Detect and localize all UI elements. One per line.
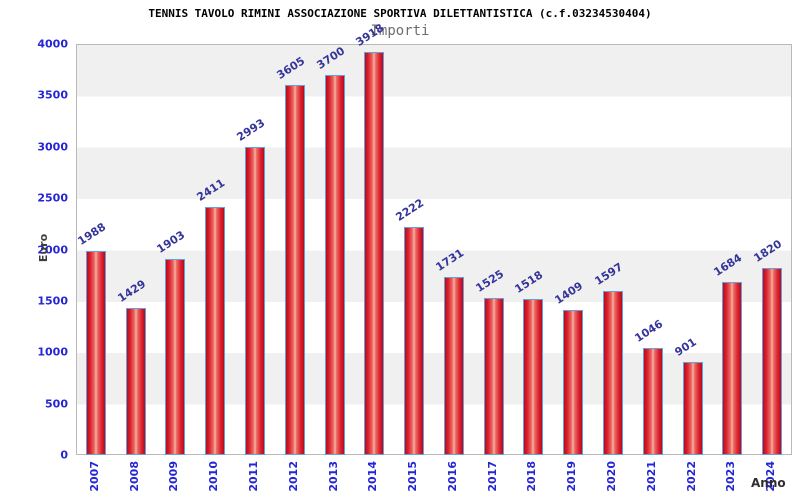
x-tick-label: 2021 [644,461,658,492]
x-tick-label: 2017 [485,461,499,492]
y-tick-label: 3500 [37,88,68,102]
bar [682,362,703,455]
x-tick-label: 2016 [445,461,459,492]
bar [245,147,265,455]
y-tick-label: 1000 [37,345,68,359]
bar [324,74,345,455]
x-tick-label: 2008 [127,461,141,492]
x-tick-label: 2014 [366,461,380,492]
x-tick-label: 2022 [684,461,698,492]
x-tick-label: 2010 [207,461,221,492]
bar [85,250,106,455]
bar [722,281,743,455]
x-tick-label: 2020 [605,461,618,492]
bar [205,207,226,455]
plot-area [76,44,792,455]
x-tick-label: 2011 [247,461,260,492]
bar [642,347,663,455]
x-tick-label: 2009 [167,461,181,492]
y-tick-label: 1500 [37,294,68,308]
x-tick-label: 2007 [87,461,101,492]
x-axis-title: Anno [751,476,786,490]
x-tick-label: 2012 [286,461,300,492]
x-tick-label: 2015 [406,461,420,492]
bar [603,290,623,455]
y-tick-label: 4000 [37,37,68,51]
bar [125,308,146,455]
bar [364,52,385,455]
y-tick-label: 2500 [37,191,68,205]
bar [443,277,464,455]
x-tick-label: 2019 [565,461,579,492]
bar [483,298,504,455]
x-tick-label: 2023 [724,461,738,492]
bar [404,226,425,455]
bar [762,267,783,455]
bar [284,84,305,455]
x-tick-label: 2018 [525,461,539,492]
bar [523,299,544,455]
bar [563,310,584,455]
y-tick-label: 500 [45,397,68,411]
chart-title: TENNIS TAVOLO RIMINI ASSOCIAZIONE SPORTI… [148,7,652,20]
chart-subtitle: Importi [370,23,430,39]
x-tick-label: 2013 [326,461,340,492]
y-axis-title: Euro [37,233,50,263]
bar [165,259,186,455]
y-tick-label: 0 [60,448,68,462]
y-tick-label: 3000 [37,140,68,154]
y-tick-label: 2000 [37,243,68,256]
